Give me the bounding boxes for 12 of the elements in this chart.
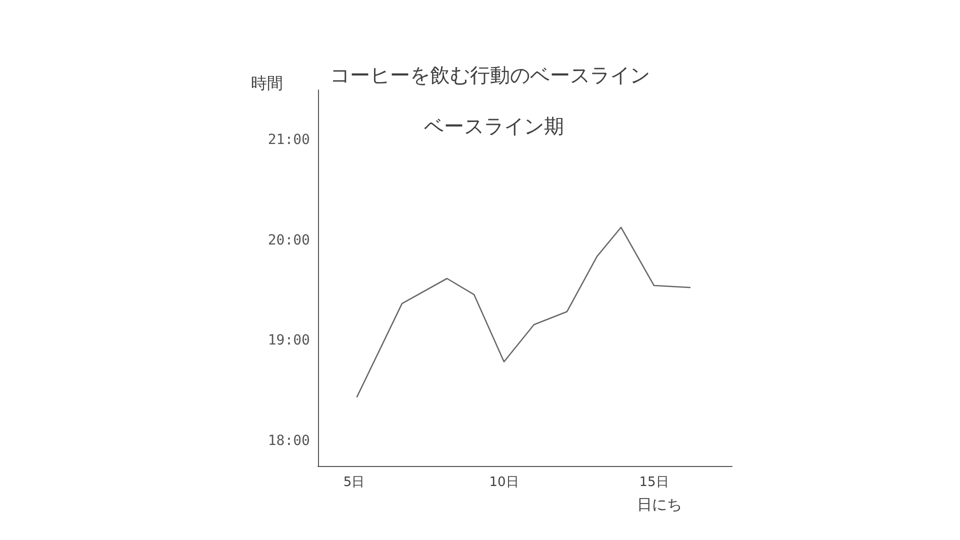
x-axis-title: 日にち bbox=[637, 496, 682, 514]
y-tick-label: 20:00 bbox=[268, 232, 310, 248]
chart-title: コーヒーを飲む行動のベースライン bbox=[330, 63, 650, 87]
x-tick-label: 10日 bbox=[489, 475, 519, 490]
y-axis-title: 時間 bbox=[251, 74, 283, 92]
line-series bbox=[356, 226, 691, 398]
annotation: ベースライン期 bbox=[424, 114, 564, 138]
x-tick-label: 15日 bbox=[639, 475, 669, 490]
y-tick-label: 21:00 bbox=[268, 132, 310, 148]
x-tick-label: 5日 bbox=[343, 475, 365, 490]
y-tick-label: 19:00 bbox=[268, 332, 310, 349]
y-tick-label: 18:00 bbox=[268, 432, 310, 449]
